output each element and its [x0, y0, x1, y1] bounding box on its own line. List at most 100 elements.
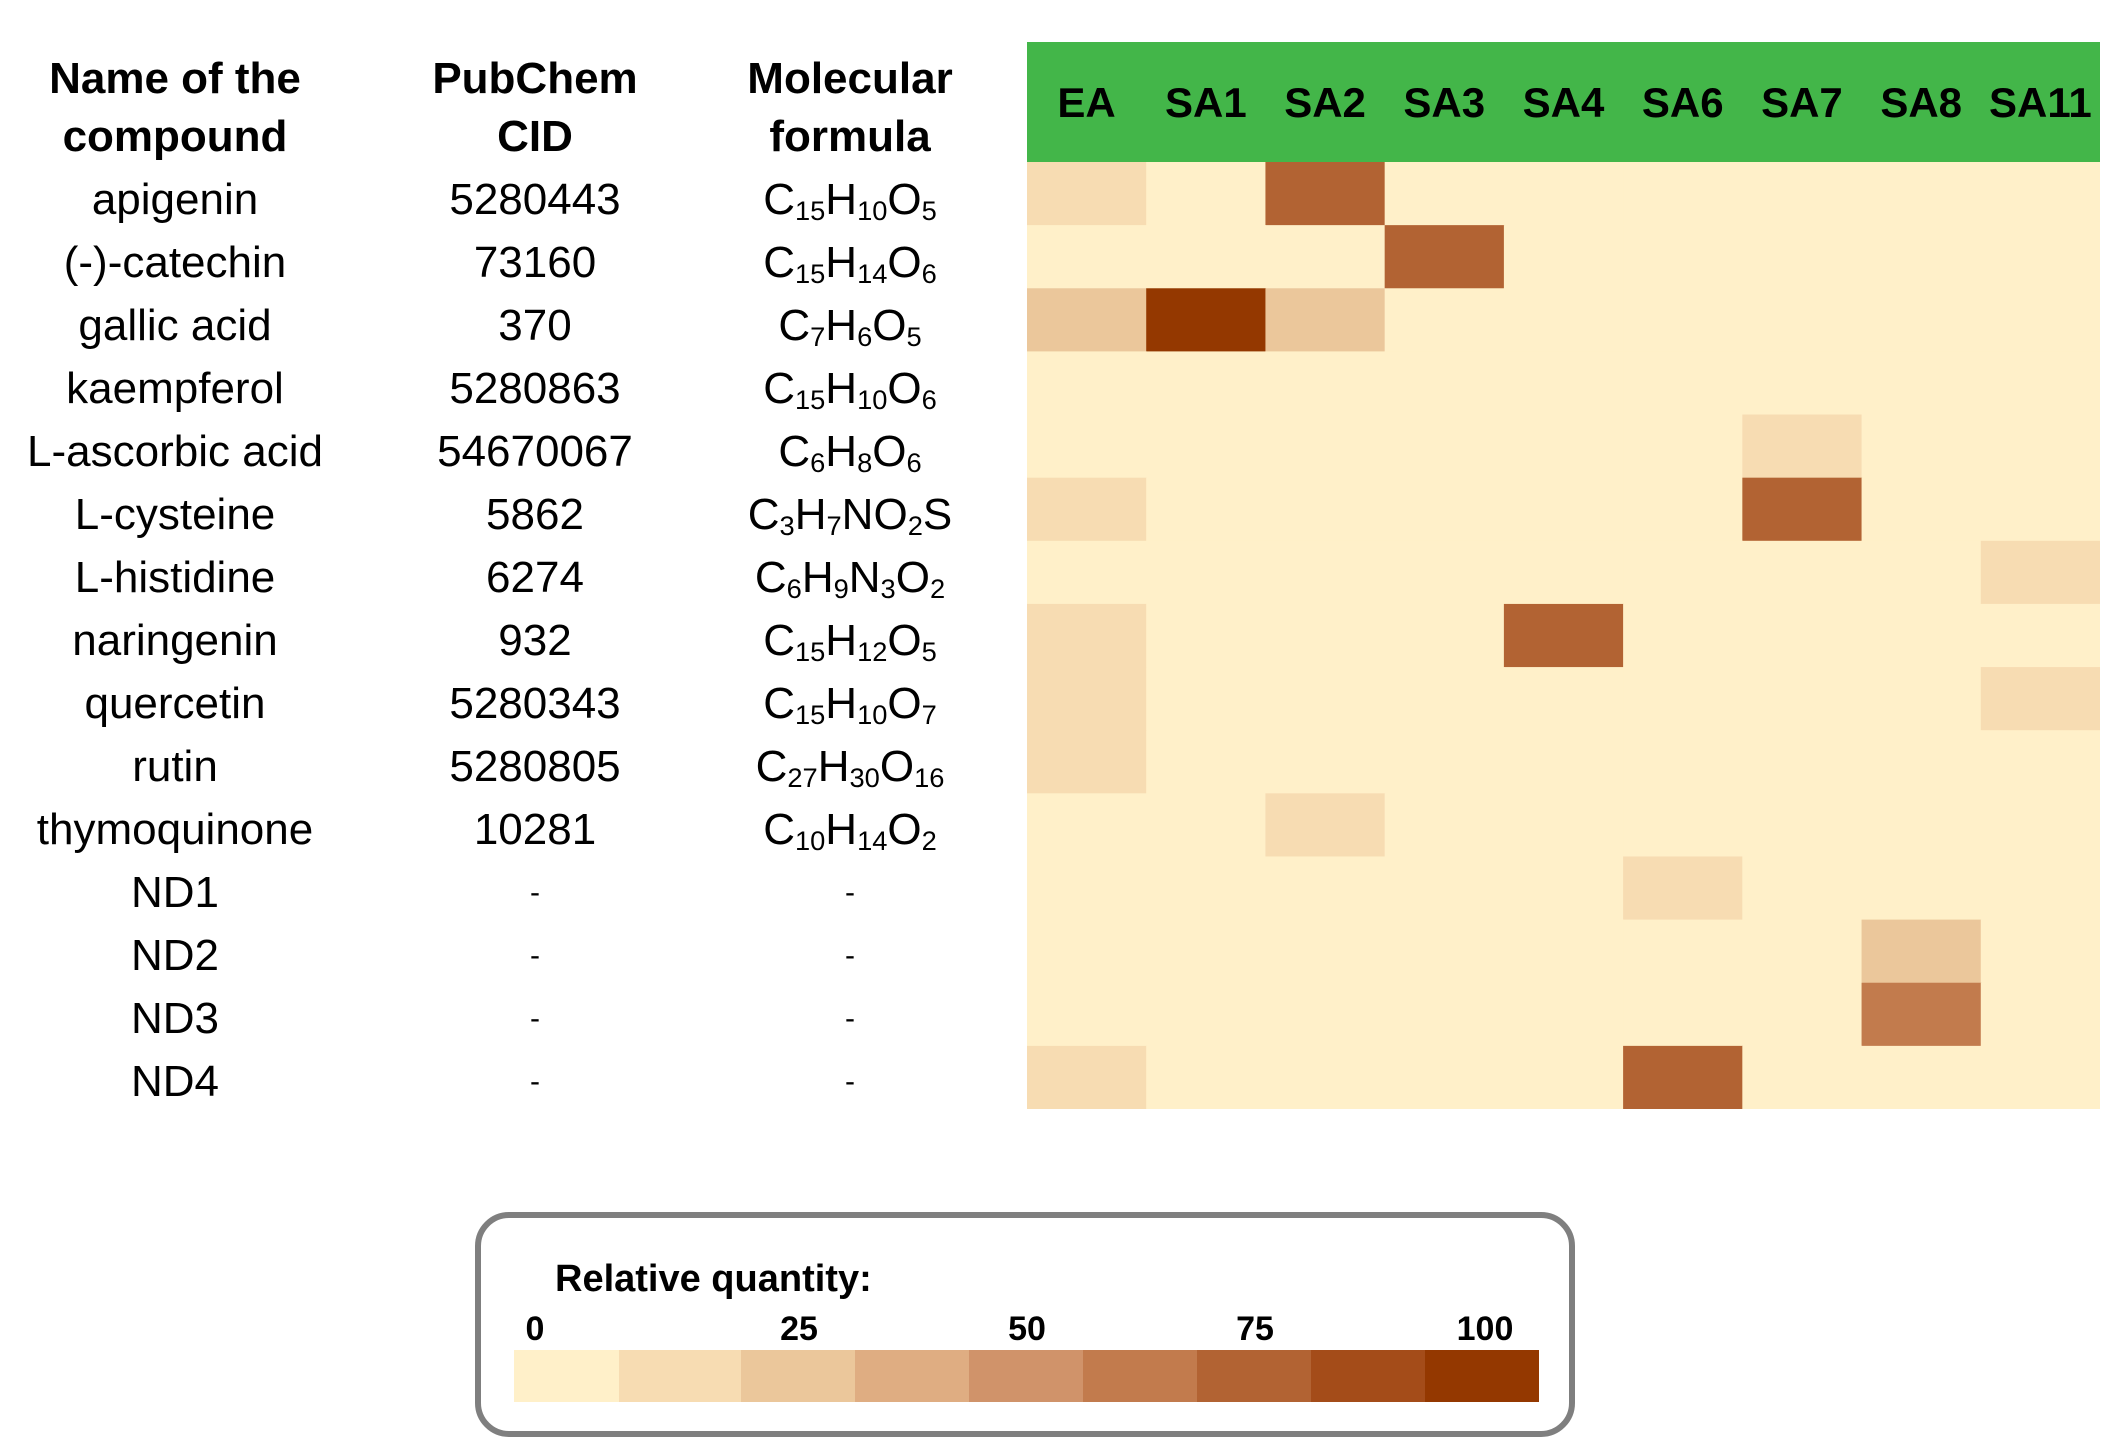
compound-name-cell: quercetin [84, 679, 266, 728]
heatmap-cell [1265, 1045, 1386, 1109]
formula-cell: C15H14O6 [763, 238, 937, 289]
legend-tick-label: 25 [780, 1310, 818, 1348]
heatmap-cell [1384, 414, 1505, 479]
molecular-formula-rows: C15H10O5 C15H14O6 C7H6O5 C15H10O6 C6H8O6 C3H7… [690, 168, 1010, 1113]
molecular-formula-column: Molecular formula C15H10O5 C15H14O6 C7H6O5… [690, 0, 1010, 1113]
heatmap-cell [1861, 540, 1982, 605]
compound-name-cell: ND4 [130, 1057, 220, 1106]
heatmap-cell [1027, 288, 1147, 352]
compound-name-cell: L-histidine [74, 553, 276, 602]
cid-cell: - [530, 876, 540, 909]
column-label: SA6 [1642, 79, 1724, 126]
heatmap-cell [1503, 856, 1624, 921]
cid-cell: 5280805 [449, 742, 621, 791]
heatmap-cell [1027, 351, 1147, 416]
heatmap-cell [1503, 667, 1624, 731]
heatmap-cell [1623, 667, 1743, 731]
header-line: Molecular [747, 54, 953, 103]
heatmap-cell [1980, 1045, 2100, 1109]
heatmap-cell [1623, 856, 1743, 921]
color-legend: Relative quantity: 0 25 50 75 100 [475, 1212, 1575, 1437]
legend-title: Relative quantity: [555, 1258, 872, 1300]
heatmap-cell [1146, 1045, 1267, 1109]
column-label: SA11 [1989, 79, 2092, 126]
compound-name-cell: thymoquinone [36, 805, 314, 854]
heatmap-cell [1742, 603, 1863, 668]
heatmap-cell [1503, 919, 1624, 984]
heatmap-cell [1027, 477, 1147, 542]
cid-cell: 5862 [486, 490, 584, 539]
heatmap-cell [1623, 982, 1743, 1047]
cid-cell: 932 [498, 616, 572, 665]
formula-cell: C15H10O6 [763, 364, 937, 415]
heatmap-cell [1265, 351, 1386, 416]
column-label: SA2 [1284, 79, 1366, 126]
heatmap-cell [1146, 730, 1267, 794]
heatmap-cell [1980, 793, 2100, 858]
cid-cell: 54670067 [437, 427, 633, 476]
heatmap-cell [1861, 477, 1982, 542]
heatmap-svg: EA SA1 SA2 SA3 SA4 SA6 SA7 SA8 SA11 [1027, 42, 2100, 1109]
heatmap-cell [1742, 540, 1863, 605]
heatmap-cell [1742, 414, 1863, 479]
heatmap-cell [1623, 540, 1743, 605]
formula-cell: C10H14O2 [763, 805, 937, 856]
header-line: formula [769, 112, 931, 161]
formula-cell: C6H9N3O2 [754, 553, 946, 604]
heatmap-cell [1503, 793, 1624, 858]
cid-cell: 5280343 [449, 679, 621, 728]
cid-cell: - [530, 1002, 540, 1035]
heatmap-cell [1742, 288, 1863, 352]
heatmap-cell [1265, 667, 1386, 731]
header-line: PubChem [432, 54, 638, 103]
heatmap-cell [1146, 225, 1267, 289]
cid-cell: - [530, 939, 540, 972]
heatmap-cell [1265, 162, 1386, 226]
formula-cell: C3H7NO2S [747, 490, 953, 541]
heatmap-cell [1265, 477, 1386, 542]
heatmap-cell [1623, 477, 1743, 542]
pubchem-cid-header: PubChem CID [390, 0, 680, 168]
heatmap-cell [1623, 288, 1743, 352]
compound-name-cell: rutin [132, 742, 218, 791]
compound-name-cell: apigenin [91, 175, 259, 224]
heatmap-cell [1623, 351, 1743, 416]
heatmap-cell [1384, 1045, 1505, 1109]
heatmap-cell [1384, 477, 1505, 542]
heatmap-cell [1980, 225, 2100, 289]
formula-cell: - [845, 876, 855, 909]
formula-cell: C7H6O5 [778, 301, 922, 352]
column-label: EA [1057, 79, 1115, 126]
legend-swatch [1311, 1350, 1425, 1402]
heatmap-cell [1503, 162, 1624, 226]
heatmap-cell [1742, 793, 1863, 858]
heatmap: EA SA1 SA2 SA3 SA4 SA6 SA7 SA8 SA11 [1027, 42, 2100, 1109]
cid-cell: 5280443 [449, 175, 621, 224]
heatmap-cell [1861, 667, 1982, 731]
legend-swatch [1425, 1350, 1539, 1402]
heatmap-cell [1980, 477, 2100, 542]
formula-cell: C15H12O5 [763, 616, 937, 667]
legend-swatch [1197, 1350, 1311, 1402]
compound-name-cell: gallic acid [78, 301, 272, 350]
heatmap-cell [1265, 856, 1386, 921]
heatmap-cell [1146, 793, 1267, 858]
heatmap-cell [1265, 603, 1386, 668]
heatmap-cell [1503, 225, 1624, 289]
legend-swatch [1083, 1350, 1197, 1402]
column-label: SA1 [1165, 79, 1247, 126]
heatmap-cell [1503, 288, 1624, 352]
legend-swatch [514, 1350, 619, 1402]
heatmap-cell [1742, 856, 1863, 921]
heatmap-cell [1742, 730, 1863, 794]
heatmap-cell [1265, 793, 1386, 858]
header-line: compound [62, 112, 288, 161]
heatmap-cell [1980, 414, 2100, 479]
heatmap-header-band [1027, 42, 2100, 162]
heatmap-cell [1861, 351, 1982, 416]
heatmap-cell [1384, 919, 1505, 984]
cid-cell: 370 [498, 301, 572, 350]
heatmap-cell [1384, 730, 1505, 794]
legend-tick-label: 100 [1456, 1310, 1514, 1348]
legend-swatch [969, 1350, 1083, 1402]
